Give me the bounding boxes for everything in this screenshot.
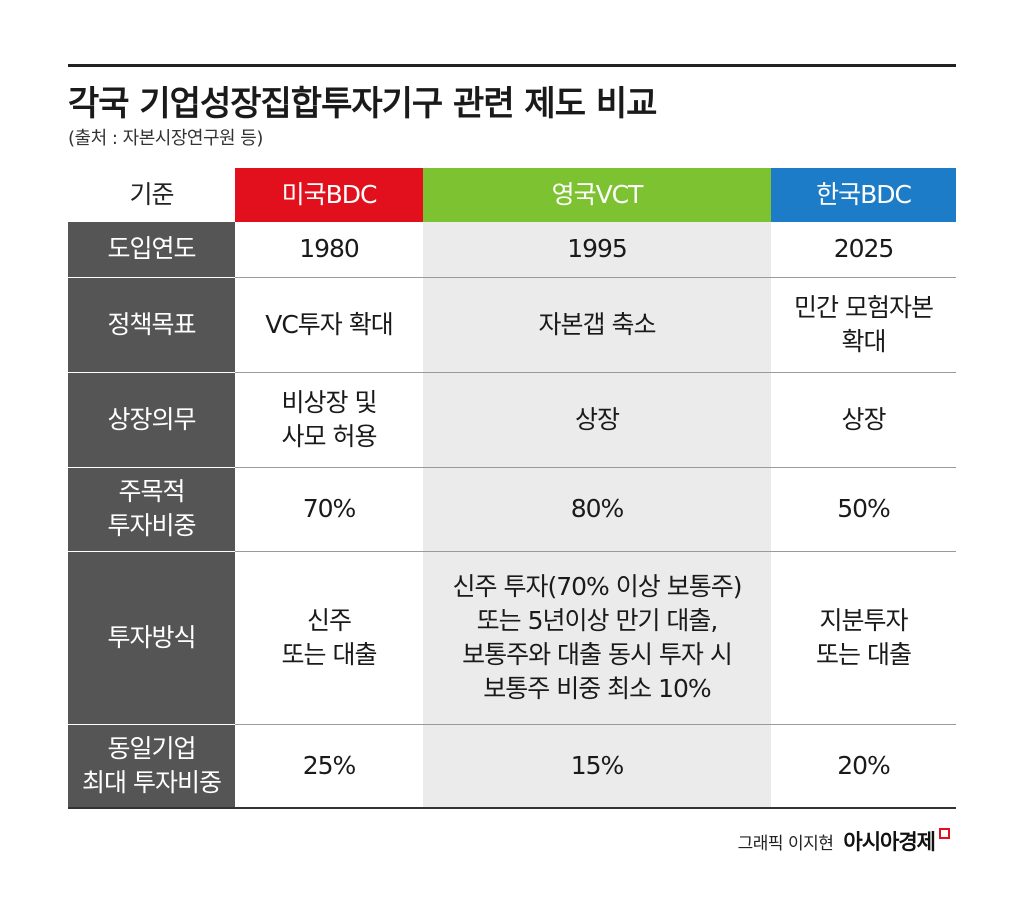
header-us-bdc: 미국BDC (235, 168, 423, 222)
header-row: 기준 미국BDC 영국VCT 한국BDC (68, 168, 956, 222)
row-label: 도입연도 (68, 222, 235, 278)
cell-uk: 80% (423, 467, 771, 552)
graphic-credit: 그래픽 이지현 (737, 834, 834, 854)
comparison-table: 기준 미국BDC 영국VCT 한국BDC 도입연도 1980 1995 2025… (68, 168, 956, 809)
cell-kr: 지분투자 또는 대출 (771, 551, 956, 725)
table-row: 동일기업 최대 투자비중 25% 15% 20% (68, 724, 956, 809)
header-kr-bdc: 한국BDC (771, 168, 956, 222)
table-row: 투자방식 신주 또는 대출 신주 투자(70% 이상 보통주) 또는 5년이상 만기… (68, 551, 956, 725)
cell-us: 신주 또는 대출 (235, 551, 423, 725)
cell-uk: 신주 투자(70% 이상 보통주) 또는 5년이상 만기 대출, 보통주와 대출 동… (423, 551, 771, 725)
cell-us: 25% (235, 724, 423, 809)
cell-uk: 자본갭 축소 (423, 277, 771, 373)
brand-logo: 아시아경제 (843, 830, 936, 854)
cell-kr: 20% (771, 724, 956, 809)
row-label: 동일기업 최대 투자비중 (68, 724, 235, 809)
cell-uk: 상장 (423, 372, 771, 468)
row-label: 주목적 투자비중 (68, 467, 235, 552)
cell-us: 1980 (235, 222, 423, 278)
row-label: 정책목표 (68, 277, 235, 373)
table-row: 정책목표 VC투자 확대 자본갭 축소 민간 모험자본 확대 (68, 277, 956, 373)
page-title: 각국 기업성장집합투자기구 관련 제도 비교 (68, 84, 657, 124)
cell-uk: 1995 (423, 222, 771, 278)
cell-us: VC투자 확대 (235, 277, 423, 373)
top-rule (68, 64, 956, 67)
row-label: 투자방식 (68, 551, 235, 725)
cell-kr: 50% (771, 467, 956, 552)
source-note: (출처 : 자본시장연구원 등) (68, 128, 263, 149)
cell-us: 70% (235, 467, 423, 552)
cell-kr: 민간 모험자본 확대 (771, 277, 956, 373)
cell-uk: 15% (423, 724, 771, 809)
cell-kr: 상장 (771, 372, 956, 468)
credit-line: 그래픽 이지현 아시아경제 (738, 826, 956, 856)
table-row: 도입연도 1980 1995 2025 (68, 222, 956, 278)
cell-kr: 2025 (771, 222, 956, 278)
table-row: 상장의무 비상장 및 사모 허용 상장 상장 (68, 372, 956, 468)
brand-mark-icon (939, 828, 950, 839)
cell-us: 비상장 및 사모 허용 (235, 372, 423, 468)
header-uk-vct: 영국VCT (423, 168, 771, 222)
row-label: 상장의무 (68, 372, 235, 468)
table-row: 주목적 투자비중 70% 80% 50% (68, 467, 956, 552)
header-criteria: 기준 (68, 168, 235, 222)
